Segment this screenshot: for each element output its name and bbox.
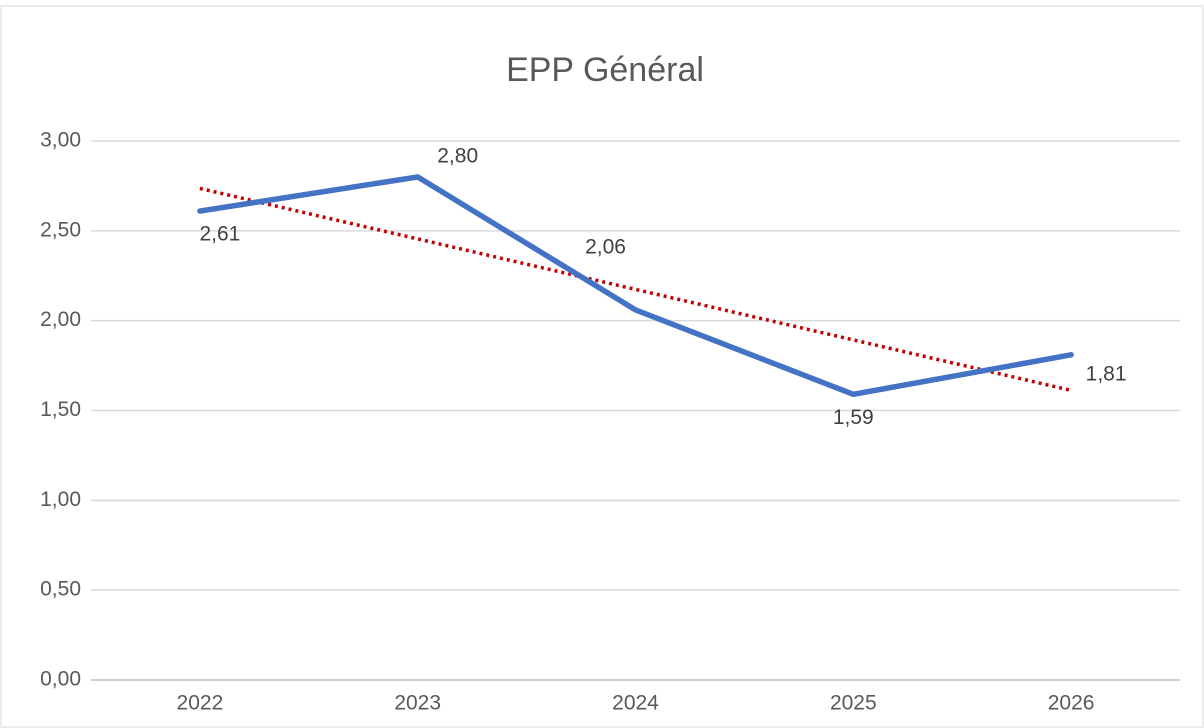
chart-border	[0, 5, 1204, 728]
data-label: 2,06	[585, 235, 626, 258]
y-tick-label: 3,00	[40, 129, 81, 152]
y-tick-label: 0,00	[40, 668, 81, 691]
data-label: 1,59	[833, 406, 874, 429]
y-tick-label: 2,00	[40, 308, 81, 331]
x-tick-label: 2026	[1048, 692, 1095, 715]
chart-title: EPP Général	[506, 51, 704, 89]
y-tick-label: 2,50	[40, 218, 81, 241]
y-tick-label: 1,50	[40, 398, 81, 421]
x-tick-label: 2025	[830, 692, 877, 715]
data-label: 1,81	[1086, 362, 1127, 385]
y-tick-label: 1,00	[40, 488, 81, 511]
data-label: 2,80	[437, 144, 478, 167]
series-line	[197, 174, 1074, 398]
data-label: 2,61	[199, 223, 240, 246]
trendline	[199, 186, 1072, 393]
x-tick-label: 2024	[612, 692, 659, 715]
x-tick-label: 2023	[394, 692, 441, 715]
x-tick-label: 2022	[177, 692, 224, 715]
y-tick-label: 0,50	[40, 578, 81, 601]
